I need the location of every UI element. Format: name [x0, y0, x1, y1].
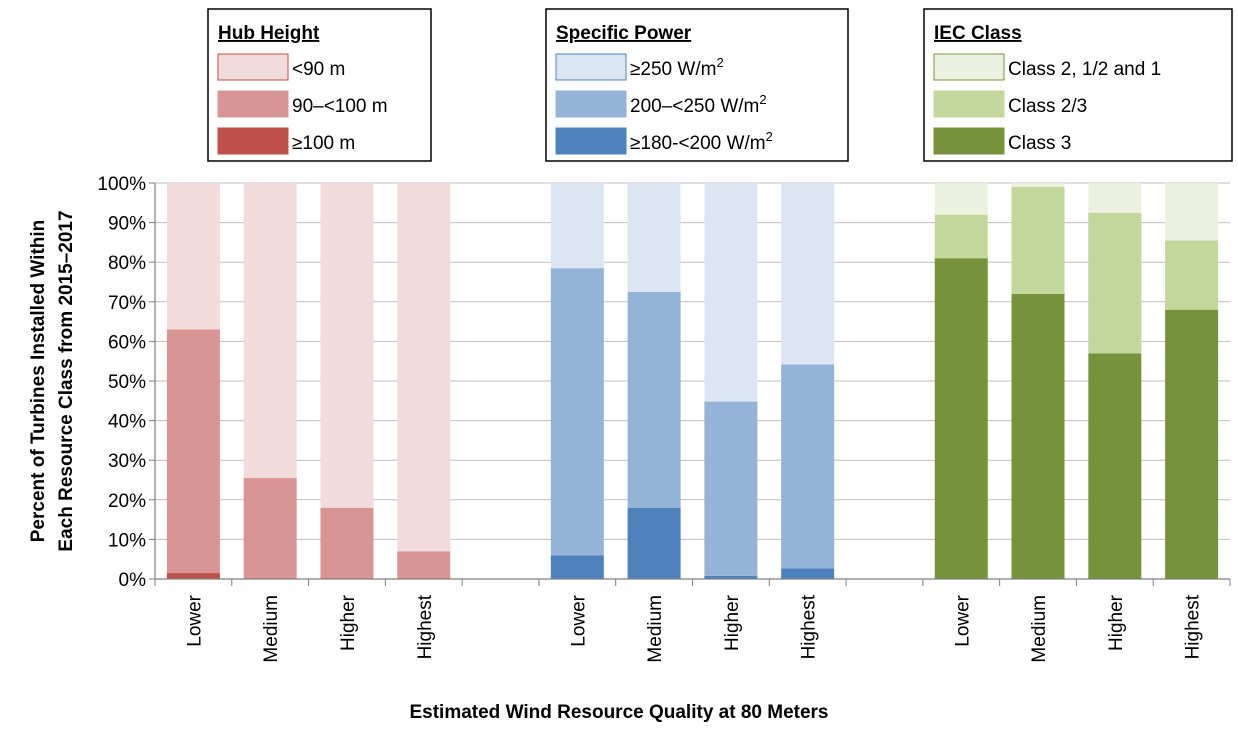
y-axis-title-line-2: Each Resource Class from 2015–2017: [56, 210, 77, 551]
legend-swatch: [933, 127, 1005, 155]
bar-segment: [397, 183, 451, 552]
bar-segment: [166, 329, 220, 574]
bar-segment: [397, 551, 451, 579]
y-tick-label: 60%: [108, 332, 146, 353]
x-axis-title: Estimated Wind Resource Quality at 80 Me…: [409, 702, 828, 723]
x-category-label: Highest: [799, 594, 820, 659]
x-category-label: Highest: [415, 594, 436, 659]
y-tick-label: 40%: [108, 412, 146, 433]
y-axis-title-line-1: Percent of Turbines Installed Within: [28, 220, 49, 543]
legend-label: ≥250 W/m2: [630, 55, 724, 80]
x-category-label: Higher: [1106, 594, 1127, 651]
bar-segment: [704, 183, 758, 402]
y-tick-label: 100%: [97, 174, 146, 195]
legends: Hub Height <90 m 90–<100 m ≥100 m Specific P…: [207, 8, 1233, 162]
bar-segment: [934, 214, 988, 259]
y-tick-label: 70%: [108, 293, 146, 314]
bar-segment: [1011, 186, 1065, 294]
legend-label: Class 2, 1/2 and 1: [1008, 59, 1161, 80]
legend-swatch: [555, 90, 627, 118]
bar-segment: [166, 573, 220, 579]
bar-segment: [243, 183, 297, 479]
legend-label: ≥100 m: [292, 133, 355, 154]
legend-box: Hub Height <90 m 90–<100 m ≥100 m: [207, 8, 432, 162]
legend-swatch: [555, 53, 627, 81]
legend-label: <90 m: [292, 59, 345, 80]
x-category-label: Higher: [722, 594, 743, 651]
bar-segment: [1165, 240, 1219, 310]
x-category-labels: Lower Medium Higher Highest Lower Medium Highe…: [184, 594, 1203, 662]
legend-swatch: [933, 90, 1005, 118]
bar-segment: [243, 478, 297, 579]
legend-title: Hub Height: [218, 23, 320, 44]
legend-box: Specific Power ≥250 W/m2 200–<250 W/m2 ≥180…: [545, 8, 849, 162]
y-tick-label: 0%: [119, 570, 147, 591]
x-category-label: Lower: [568, 594, 589, 646]
x-category-label: Lower: [184, 594, 205, 646]
legend-swatch: [933, 53, 1005, 81]
x-category-label: Medium: [1029, 595, 1050, 663]
bar-segment: [550, 183, 604, 269]
bar-segment: [781, 568, 835, 579]
axes: [149, 182, 1231, 586]
bar-segment: [704, 401, 758, 576]
bar-segment: [627, 291, 681, 508]
bar-segment: [704, 575, 758, 579]
legend-swatch: [555, 127, 627, 155]
bar-segment: [550, 555, 604, 579]
bar-segment: [320, 183, 374, 508]
y-tick-label: 30%: [108, 451, 146, 472]
bar-segment: [166, 183, 220, 330]
y-tick-label: 50%: [108, 372, 146, 393]
legend-swatch: [217, 90, 289, 118]
legend-title: IEC Class: [934, 23, 1022, 44]
bar-segment: [1088, 183, 1142, 213]
legend-box: IEC Class Class 2, 1/2 and 1 Class 2/3 Clas…: [923, 8, 1233, 162]
bar-segment: [1165, 183, 1219, 241]
bar-segment: [627, 183, 681, 292]
legend-label: 200–<250 W/m2: [630, 92, 767, 117]
bars: [166, 183, 1219, 579]
legend-label: ≥180-<200 W/m2: [630, 129, 773, 154]
legend-swatch: [217, 53, 289, 81]
bar-segment: [1088, 353, 1142, 579]
y-tick-label: 20%: [108, 491, 146, 512]
bar-segment: [1088, 212, 1142, 354]
y-tick-label: 90%: [108, 214, 146, 235]
legend-title: Specific Power: [556, 23, 692, 44]
bar-segment: [934, 183, 988, 215]
bar-segment: [1165, 309, 1219, 579]
gridlines: [155, 182, 1230, 540]
y-tick-label: 80%: [108, 253, 146, 274]
bar-segment: [934, 258, 988, 579]
x-category-label: Lower: [952, 594, 973, 646]
y-tick-labels: 0% 10% 20% 30% 40% 50% 60% 70% 80% 90% 100%: [97, 174, 146, 591]
bar-segment: [781, 183, 835, 365]
legend-swatch: [217, 127, 289, 155]
x-category-label: Highest: [1183, 594, 1204, 659]
x-category-label: Medium: [261, 595, 282, 663]
bar-segment: [627, 507, 681, 579]
x-category-label: Higher: [338, 594, 359, 651]
legend-label: Class 3: [1008, 133, 1071, 154]
bar-segment: [1011, 183, 1065, 187]
legend-label: 90–<100 m: [292, 96, 388, 117]
y-tick-label: 10%: [108, 530, 146, 551]
bar-segment: [781, 364, 835, 569]
bar-segment: [1011, 293, 1065, 579]
x-category-label: Medium: [645, 595, 666, 663]
bar-segment: [320, 507, 374, 579]
bar-segment: [550, 268, 604, 556]
legend-label: Class 2/3: [1008, 96, 1087, 117]
